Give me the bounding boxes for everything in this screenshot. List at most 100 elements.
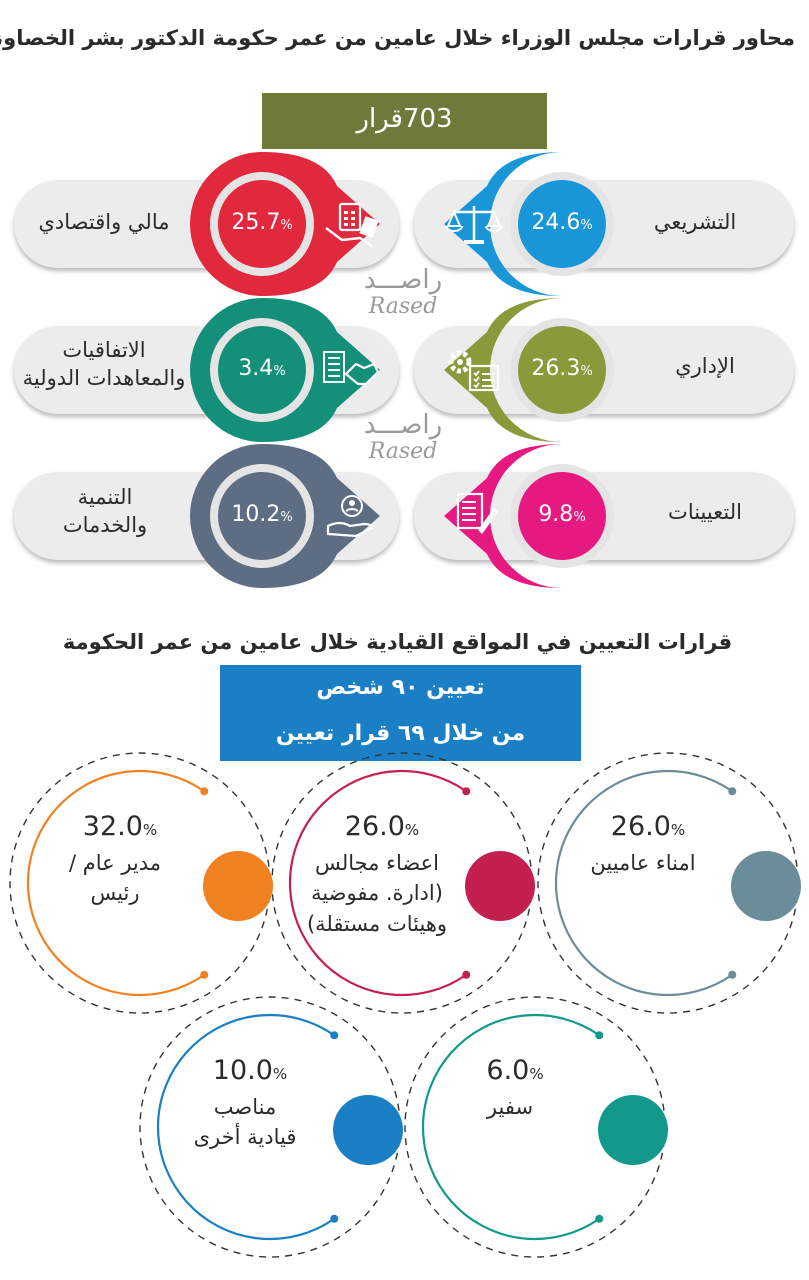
value-number: 24.6 — [531, 210, 581, 235]
value-label: 9.8% — [524, 502, 600, 527]
label-agreements: الاتفاقيات والمعاهدات الدولية — [18, 336, 190, 393]
percent-sign: % — [580, 218, 593, 233]
percent-sign: % — [404, 821, 420, 839]
arc-end-dot — [728, 787, 737, 796]
category-administrative — [444, 298, 614, 442]
handshake-document-icon — [323, 351, 380, 386]
arc-end-dot — [200, 970, 209, 979]
value-label: 10.2% — [224, 502, 300, 527]
total-decisions-box: 703قرار — [262, 93, 547, 149]
scales-icon — [445, 206, 503, 244]
ring-value: 10.0% — [160, 1055, 340, 1086]
ring-label-line: اعضاء مجالس — [315, 851, 439, 875]
value-label: 25.7% — [224, 210, 300, 235]
label-administrative: الإداري — [640, 352, 770, 380]
category-agreements — [190, 298, 380, 442]
total-unit: قرار — [356, 104, 403, 134]
hand-person-icon — [326, 495, 374, 538]
percent-sign: % — [273, 364, 286, 379]
category-shape — [444, 152, 562, 296]
percent-sign: % — [280, 218, 293, 233]
arc-end-dot — [462, 787, 471, 796]
arc-end-dot — [728, 970, 737, 979]
ring-label: سفير — [415, 1092, 605, 1122]
ring-label: مدير عام / رئيس — [20, 848, 210, 909]
arc-end-dot — [330, 1214, 339, 1223]
ring-secretaries-general — [537, 752, 801, 1014]
ring-value-number: 32.0 — [82, 811, 143, 842]
arc-end-dot — [462, 970, 471, 979]
label-administrative-line: الإداري — [675, 354, 735, 378]
ring-label-line: سفير — [486, 1095, 534, 1119]
value-label: 3.4% — [224, 356, 300, 381]
value-circle — [218, 472, 306, 560]
summary-line-1: تعيين ٩٠ شخص — [316, 675, 485, 700]
ring-value: 26.0% — [558, 811, 738, 842]
appointments-title: قرارات التعيين في المواقع القيادية خلال … — [62, 630, 733, 654]
label-appointments-line: التعيينات — [668, 500, 742, 524]
value-circle — [518, 326, 606, 414]
total-number: 703 — [402, 104, 453, 134]
arc-end-dot — [595, 1214, 604, 1223]
ring-value: 32.0% — [30, 811, 210, 842]
label-legislative: التشريعي — [610, 208, 780, 236]
category-shape — [444, 444, 562, 588]
percent-sign: % — [580, 364, 593, 379]
category-dot — [731, 851, 801, 921]
summary-line-2: من خلال ٦٩ قرار تعيين — [275, 721, 526, 746]
ring-label-line: امناء عاميين — [590, 851, 696, 875]
percent-sign: % — [529, 1065, 544, 1083]
arc-end-dot — [200, 787, 209, 796]
ring-label-line: مناصب — [213, 1095, 277, 1119]
label-development: التنمية والخدمات — [30, 483, 180, 540]
category-shapes — [190, 152, 614, 588]
appointments-summary-box: تعيين ٩٠ شخص من خلال ٦٩ قرار تعيين — [220, 665, 581, 761]
ring-value-number: 26.0 — [610, 811, 671, 842]
watermark-english: Rased — [368, 293, 438, 319]
category-dot — [203, 851, 273, 921]
category-appointments — [444, 444, 614, 588]
ring-director-general — [9, 752, 273, 1014]
ring-label-line: رئيس — [90, 881, 140, 906]
category-dot — [598, 1095, 668, 1165]
ring-value-number: 26.0 — [344, 811, 405, 842]
category-financial — [190, 152, 380, 296]
value-arc — [156, 1013, 335, 1241]
ring-value: 26.0% — [292, 811, 472, 842]
calculator-money-icon — [325, 202, 379, 248]
label-agreements-line1: الاتفاقيات — [62, 338, 146, 362]
watermark-1: راصـــد Rased — [348, 266, 458, 319]
category-dot — [465, 851, 535, 921]
label-appointments: التعيينات — [640, 498, 770, 526]
value-circle — [218, 180, 306, 268]
document-pen-icon — [456, 492, 498, 534]
ring-value-number: 10.0 — [212, 1055, 273, 1086]
value-number: 25.7 — [231, 210, 281, 235]
value-arc — [288, 769, 467, 997]
percent-sign: % — [280, 510, 293, 525]
arc-end-dot — [330, 1031, 339, 1040]
percent-sign: % — [670, 821, 686, 839]
ring-label: اعضاء مجالس (ادارة. مفوضية وهيئات مستقلة) — [282, 848, 472, 939]
ring-label-line: قيادية أخرى — [193, 1125, 297, 1150]
ring-label-line: وهيئات مستقلة) — [306, 911, 448, 936]
value-number: 3.4 — [238, 356, 274, 381]
value-number: 10.2 — [231, 502, 281, 527]
category-development — [190, 444, 380, 588]
label-legislative-line: التشريعي — [653, 210, 737, 234]
watermark-english: Rased — [368, 438, 438, 464]
ring-value-number: 6.0 — [486, 1055, 530, 1086]
value-number: 26.3 — [531, 356, 581, 381]
value-label: 24.6% — [524, 210, 600, 235]
ring-label-line: مدير عام / — [68, 851, 162, 875]
value-arc — [554, 769, 733, 997]
percent-sign: % — [573, 510, 586, 525]
label-agreements-line2: والمعاهدات الدولية — [22, 366, 186, 391]
value-number: 9.8 — [538, 502, 574, 527]
ring-other-leadership — [139, 996, 403, 1258]
ring-ambassador — [404, 996, 668, 1258]
label-financial-line: مالي واقتصادي — [38, 210, 170, 234]
watermark-arabic: راصـــد — [363, 410, 443, 440]
gear-checklist-icon — [448, 350, 500, 392]
label-financial: مالي واقتصادي — [20, 208, 188, 236]
